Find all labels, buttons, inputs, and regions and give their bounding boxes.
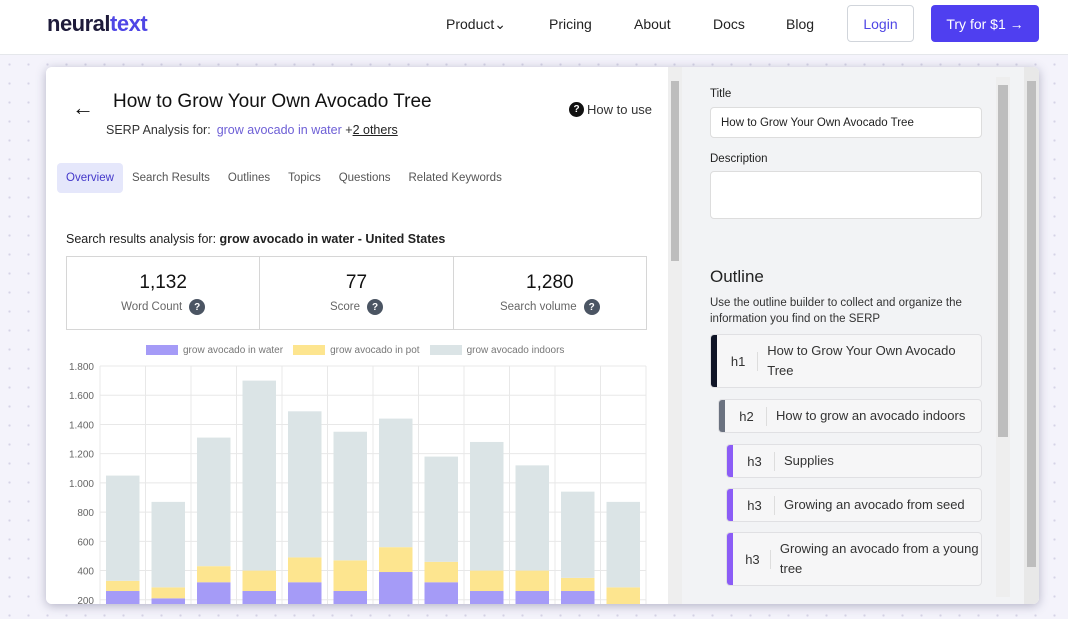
title-label: Title — [710, 88, 732, 100]
bar-grow-avocado-in-water — [288, 582, 322, 604]
stat-word-count: 1,132 Word Count? — [67, 257, 261, 329]
tab-related-keywords[interactable]: Related Keywords — [408, 172, 502, 184]
outline-item-h3[interactable]: h3 Supplies — [726, 444, 982, 478]
help-icon[interactable]: ? — [583, 299, 600, 315]
outline-heading: Outline — [710, 267, 764, 286]
left-scrollbar[interactable] — [668, 67, 682, 604]
login-button[interactable]: Login — [847, 5, 914, 42]
y-tick-label: 1.200 — [69, 450, 94, 461]
chevron-down-icon: ⌄ — [494, 16, 506, 32]
bar-grow-avocado-in-pot — [379, 547, 413, 573]
help-icon[interactable]: ? — [367, 299, 384, 315]
bar-grow-avocado-indoors — [561, 491, 595, 578]
analysis-heading: Search results analysis for: grow avocad… — [66, 232, 446, 246]
tab-questions[interactable]: Questions — [338, 172, 391, 184]
outline-item-h3[interactable]: h3 Growing an avocado from seed — [726, 488, 982, 522]
bar-grow-avocado-in-pot — [515, 570, 549, 592]
bar-grow-avocado-indoors — [151, 501, 185, 588]
bar-grow-avocado-indoors — [515, 465, 549, 571]
y-tick-label: 1.000 — [69, 479, 94, 490]
bar-grow-avocado-indoors — [470, 441, 504, 571]
editor-panel: Title How to Grow Your Own Avocado Tree … — [682, 67, 1039, 604]
legend-pot[interactable]: grow avocado in pot — [293, 345, 420, 356]
bar-grow-avocado-in-pot — [561, 577, 595, 592]
y-tick-label: 800 — [77, 508, 94, 519]
how-to-use-link[interactable]: ? How to use — [569, 102, 652, 117]
right-outer-scrollbar[interactable] — [1024, 67, 1039, 604]
bar-grow-avocado-in-pot — [242, 570, 276, 592]
stacked-bar-chart: 200 400 600 800 1.000 1.200 1.400 1.600 1.800 — [69, 362, 647, 604]
bar-grow-avocado-in-pot — [151, 587, 185, 599]
tab-topics[interactable]: Topics — [288, 172, 321, 184]
bar-grow-avocado-in-water — [515, 591, 549, 604]
bar-grow-avocado-in-pot — [197, 566, 231, 583]
bar-grow-avocado-in-water — [470, 591, 504, 604]
bar-grow-avocado-indoors — [242, 380, 276, 571]
stats-box: 1,132 Word Count? 77 Score? 1,280 Search vo… — [66, 256, 647, 330]
y-tick-label: 200 — [77, 596, 94, 604]
tab-search-results[interactable]: Search Results — [131, 172, 210, 184]
stat-score: 77 Score? — [260, 257, 454, 329]
bar-grow-avocado-in-water — [424, 582, 458, 604]
tab-bar: Overview Search Results Outlines Topics … — [57, 163, 511, 193]
bar-grow-avocado-in-pot — [470, 570, 504, 592]
nav-docs[interactable]: Docs — [713, 16, 745, 32]
y-tick-label: 1.600 — [69, 391, 94, 402]
bar-grow-avocado-in-water — [151, 598, 185, 604]
app-window: ← How to Grow Your Own Avocado Tree SERP… — [46, 67, 1039, 604]
serp-subtitle: SERP Analysis for: grow avocado in water … — [106, 123, 398, 137]
bar-grow-avocado-in-pot — [288, 557, 322, 583]
nav-pricing[interactable]: Pricing — [549, 16, 592, 32]
description-label: Description — [710, 153, 768, 165]
help-icon[interactable]: ? — [189, 299, 206, 315]
top-nav: neuraltext Product⌄ Pricing About Docs B… — [0, 0, 1068, 55]
stat-search-volume: 1,280 Search volume? — [454, 257, 646, 329]
back-arrow-icon[interactable]: ← — [72, 95, 94, 120]
bar-grow-avocado-indoors — [288, 411, 322, 558]
bar-grow-avocado-indoors — [333, 431, 367, 561]
keyword-link[interactable]: grow avocado in water — [216, 123, 342, 137]
outline-item-h1[interactable]: h1 How to Grow Your Own Avocado Tree — [710, 334, 982, 388]
tab-outlines[interactable]: Outlines — [227, 172, 271, 184]
bar-grow-avocado-in-water — [561, 591, 595, 604]
serp-panel: ← How to Grow Your Own Avocado Tree SERP… — [46, 67, 668, 604]
bar-grow-avocado-in-water — [106, 591, 140, 604]
nav-about[interactable]: About — [634, 16, 671, 32]
legend-indoors[interactable]: grow avocado indoors — [429, 345, 564, 356]
legend-water[interactable]: grow avocado in water — [146, 345, 283, 356]
outline-item-h2[interactable]: h2 How to grow an avocado indoors — [718, 399, 982, 433]
bar-grow-avocado-in-water — [379, 572, 413, 604]
bar-grow-avocado-in-water — [333, 591, 367, 604]
y-tick-label: 600 — [77, 537, 94, 548]
bar-grow-avocado-indoors — [106, 475, 140, 581]
nav-blog[interactable]: Blog — [786, 16, 815, 32]
bar-grow-avocado-in-pot — [606, 587, 640, 604]
outline-item-h3[interactable]: h3 Growing an avocado from a young tree — [726, 532, 982, 586]
bar-grow-avocado-indoors — [606, 501, 640, 588]
outline-description: Use the outline builder to collect and o… — [710, 297, 962, 325]
title-input[interactable]: How to Grow Your Own Avocado Tree — [710, 107, 982, 138]
y-tick-label: 1.400 — [69, 420, 94, 431]
nav-product[interactable]: Product⌄ — [446, 16, 506, 32]
others-link[interactable]: 2 others — [352, 123, 398, 137]
tab-overview[interactable]: Overview — [57, 163, 123, 193]
bar-grow-avocado-in-pot — [333, 560, 367, 592]
bar-grow-avocado-indoors — [379, 418, 413, 548]
right-inner-scrollbar[interactable] — [996, 77, 1010, 597]
description-textarea[interactable] — [710, 171, 982, 219]
bar-grow-avocado-indoors — [197, 437, 231, 567]
logo[interactable]: neuraltext — [47, 11, 148, 36]
bar-grow-avocado-indoors — [424, 456, 458, 562]
try-button[interactable]: Try for $1 → — [931, 5, 1039, 42]
bar-grow-avocado-in-pot — [424, 561, 458, 583]
bar-grow-avocado-in-pot — [106, 580, 140, 592]
question-icon: ? — [569, 102, 584, 117]
bar-grow-avocado-in-water — [197, 582, 231, 604]
chart-legend: grow avocado in water grow avocado in po… — [146, 345, 564, 356]
page-title: How to Grow Your Own Avocado Tree — [113, 91, 432, 112]
y-tick-label: 1.800 — [69, 362, 94, 373]
y-tick-label: 400 — [77, 567, 94, 578]
bar-grow-avocado-in-water — [242, 591, 276, 604]
